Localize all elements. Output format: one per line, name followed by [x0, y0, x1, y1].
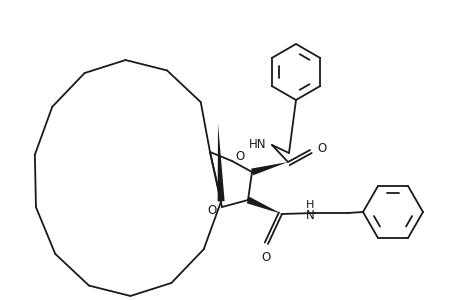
- Text: HN: HN: [249, 137, 266, 151]
- Text: O: O: [261, 251, 270, 265]
- Text: N: N: [305, 209, 313, 223]
- Text: O: O: [317, 142, 326, 154]
- Polygon shape: [246, 197, 281, 214]
- Polygon shape: [251, 162, 287, 175]
- Polygon shape: [217, 124, 224, 202]
- Text: H: H: [305, 200, 313, 210]
- Text: O: O: [207, 205, 216, 218]
- Text: O: O: [235, 151, 244, 164]
